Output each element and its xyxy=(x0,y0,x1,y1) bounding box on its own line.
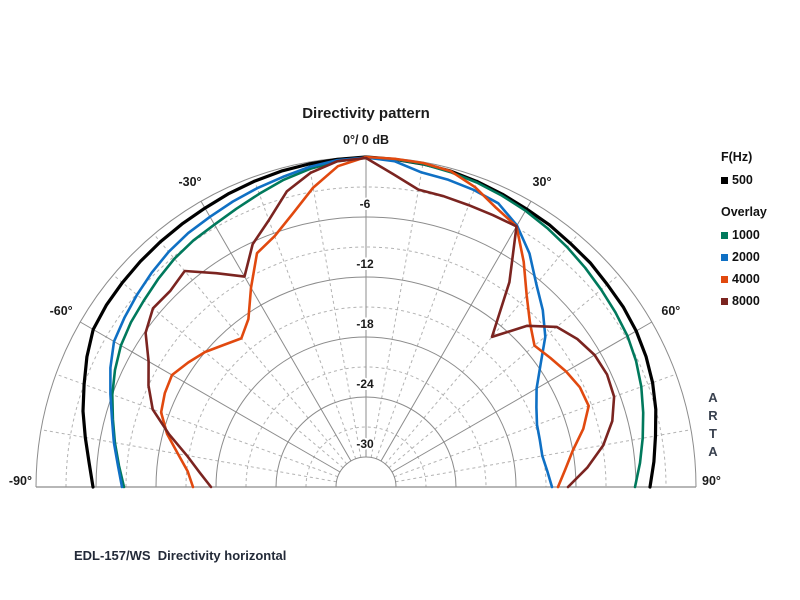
watermark-letter: A xyxy=(708,390,718,405)
watermark-letter: A xyxy=(708,444,718,459)
legend-item-label: 2000 xyxy=(732,250,760,264)
angle-ray-dashed xyxy=(308,161,362,458)
angle-ray-dashed xyxy=(370,161,424,458)
curve-1000hz xyxy=(111,156,645,489)
db-ring-label: -6 xyxy=(360,197,371,211)
db-ring-label: -12 xyxy=(356,257,374,271)
angle-ray-dashed xyxy=(40,429,337,483)
angle-ray-dashed xyxy=(394,373,677,478)
legend-frequency-items: 500 xyxy=(721,169,767,191)
db-ring-labels: -6 -12 -18 -24 -30 xyxy=(354,195,376,453)
legend-swatch-icon xyxy=(721,176,728,184)
angle-ray-dashed xyxy=(55,373,338,478)
legend-swatch-icon xyxy=(721,297,728,305)
angle-labels: -30° 30° -60° 60° -90° 90° xyxy=(9,175,721,488)
watermark-letter: R xyxy=(708,408,718,423)
angle-ray-dashed xyxy=(112,274,344,469)
db-ring-dashed xyxy=(125,246,607,488)
db-ring-label: -30 xyxy=(356,437,374,451)
curve-8000hz xyxy=(144,156,616,489)
legend-item-label: 8000 xyxy=(732,294,760,308)
angle-ray-solid xyxy=(200,200,352,462)
angle-ray-dashed xyxy=(375,176,480,459)
db-ring-label: -24 xyxy=(356,377,374,391)
legend: F(Hz) 500 Overlay 1000 2000 4000 8000 xyxy=(721,149,767,312)
angle-ray-solid xyxy=(79,321,341,473)
angle-label: 90° xyxy=(702,474,721,488)
legend-gap xyxy=(721,191,767,204)
directivity-curves xyxy=(81,155,658,489)
angle-label: -60° xyxy=(50,304,73,318)
angle-ray-solid xyxy=(380,200,532,462)
angle-label: 30° xyxy=(533,175,552,189)
legend-frequency-header: F(Hz) xyxy=(721,150,753,164)
chart-title: Directivity pattern xyxy=(302,105,430,122)
legend-overlay-header: Overlay xyxy=(721,205,767,219)
legend-overlay-items: 1000 2000 4000 8000 xyxy=(721,224,767,312)
legend-item-label: 500 xyxy=(732,173,753,187)
angle-ray-dashed xyxy=(388,274,620,469)
legend-item-500: 500 xyxy=(721,169,767,191)
angle-ray-dashed xyxy=(384,233,579,465)
zero-degree-zero-db-label: 0°/ 0 dB xyxy=(343,133,389,147)
angle-label: 60° xyxy=(661,304,680,318)
angle-label: -30° xyxy=(178,175,201,189)
angle-ray-dashed xyxy=(252,176,357,459)
db-ring-label: -18 xyxy=(356,317,374,331)
angle-ray-dashed xyxy=(153,233,348,465)
angle-ray-solid xyxy=(391,321,653,473)
legend-swatch-icon xyxy=(721,275,728,283)
chart-caption: EDL-157/WS Directivity horizontal xyxy=(74,548,287,563)
legend-swatch-icon xyxy=(721,253,728,261)
legend-item-2000: 2000 xyxy=(721,246,767,268)
curve-2000hz xyxy=(109,156,554,489)
legend-swatch-icon xyxy=(721,231,728,239)
legend-item-8000: 8000 xyxy=(721,290,767,312)
legend-item-label: 1000 xyxy=(732,228,760,242)
db-ring-solid xyxy=(335,456,397,488)
legend-item-label: 4000 xyxy=(732,272,760,286)
legend-item-1000: 1000 xyxy=(721,224,767,246)
legend-item-4000: 4000 xyxy=(721,268,767,290)
angle-label: -90° xyxy=(9,474,32,488)
watermark-letter: T xyxy=(709,426,717,441)
